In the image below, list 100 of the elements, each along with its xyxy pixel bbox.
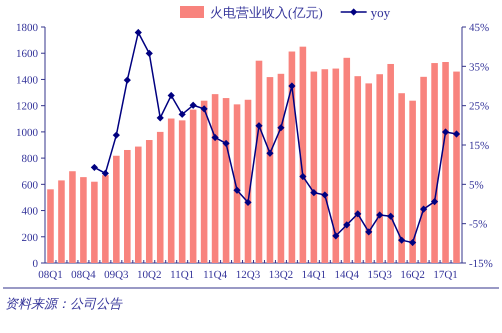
bar <box>409 100 416 263</box>
y-tick-label: 600 <box>22 179 38 192</box>
x-tick-label: 09Q3 <box>104 269 130 281</box>
point <box>387 212 394 220</box>
x-tick-label: 15Q3 <box>367 269 392 281</box>
bar <box>178 120 186 263</box>
bar <box>244 100 252 263</box>
point <box>452 130 460 138</box>
bar <box>376 74 383 263</box>
point <box>222 140 230 148</box>
point <box>354 210 362 218</box>
bar <box>91 182 98 263</box>
point <box>376 211 384 219</box>
point <box>233 186 241 194</box>
point <box>156 114 164 122</box>
point <box>255 122 263 130</box>
bar <box>310 72 318 263</box>
y2-tick-label: -15% <box>469 258 493 270</box>
point <box>266 150 274 157</box>
bar <box>278 74 284 263</box>
x-tick-label: 11Q4 <box>203 269 228 281</box>
point <box>409 238 416 246</box>
x-tick-label: 08Q4 <box>71 269 96 281</box>
x-tick-label: 10Q2 <box>137 269 162 281</box>
bar <box>124 150 131 263</box>
bar <box>156 132 164 263</box>
point <box>332 232 340 240</box>
bar <box>69 171 76 263</box>
bar <box>431 63 438 263</box>
point <box>321 191 328 199</box>
bar <box>234 104 240 263</box>
legend-label: yoy <box>370 5 391 20</box>
bar <box>453 72 460 263</box>
point <box>343 221 350 228</box>
bar <box>146 140 153 263</box>
x-tick-label: 12Q3 <box>236 269 261 281</box>
bar <box>365 83 372 263</box>
y-tick-label: 0 <box>32 258 38 270</box>
y-tick-label: 1600 <box>16 48 38 60</box>
point <box>134 28 142 36</box>
bar <box>398 93 405 263</box>
point <box>442 128 450 136</box>
point <box>365 228 372 236</box>
point <box>102 170 109 177</box>
x-tick-label: 16Q2 <box>400 269 425 281</box>
bar <box>354 76 362 263</box>
bar <box>134 146 142 263</box>
x-tick-label: 08Q1 <box>38 269 63 281</box>
point <box>211 134 219 142</box>
bar <box>190 110 196 263</box>
bar <box>113 156 120 263</box>
x-tick-label: 17Q1 <box>433 269 458 281</box>
point <box>90 164 98 172</box>
bar <box>300 46 306 263</box>
bar <box>256 60 262 263</box>
x-tick-label: 11Q1 <box>170 269 194 281</box>
point <box>420 206 428 213</box>
bar <box>288 52 296 263</box>
x-tick-label: 14Q4 <box>334 269 360 281</box>
y-tick-label: 400 <box>22 206 38 218</box>
x-tick-label: 14Q1 <box>302 269 326 281</box>
y2-tick-label: -5% <box>469 218 488 231</box>
y-tick-label: 1000 <box>16 126 38 139</box>
point <box>168 92 175 100</box>
bar <box>102 175 109 263</box>
y2-tick-label: 15% <box>469 140 490 152</box>
bar <box>332 68 340 263</box>
bar <box>58 180 65 263</box>
legend-label: 火电营业收入(亿元) <box>210 5 323 20</box>
y2-tick-label: 25% <box>469 100 490 113</box>
y-tick-label: 1800 <box>16 22 38 34</box>
text: 资料来源：公司公告 <box>5 296 123 311</box>
bar <box>322 69 328 263</box>
y-tick-label: 1200 <box>16 100 38 113</box>
bar <box>343 58 350 263</box>
y-tick-label: 800 <box>22 153 38 166</box>
point <box>146 50 153 57</box>
point <box>124 76 131 84</box>
bar <box>168 118 174 263</box>
y-tick-label: 1400 <box>16 74 38 86</box>
bar <box>222 98 230 263</box>
bar <box>200 100 208 263</box>
point <box>398 236 406 244</box>
y-tick-label: 200 <box>22 232 38 244</box>
point <box>200 105 208 112</box>
point <box>277 124 285 132</box>
point <box>112 132 120 139</box>
x-tick-label: 13Q2 <box>268 269 294 281</box>
bar <box>212 94 218 263</box>
point <box>430 198 438 206</box>
point <box>310 188 318 196</box>
y2-tick-label: 35% <box>469 61 490 74</box>
bar <box>80 177 87 263</box>
bar <box>47 189 54 263</box>
y2-tick-label: 5% <box>469 179 484 192</box>
bar <box>420 76 427 263</box>
point <box>190 102 197 109</box>
point <box>178 110 186 118</box>
bar <box>387 64 394 263</box>
point <box>299 172 306 180</box>
